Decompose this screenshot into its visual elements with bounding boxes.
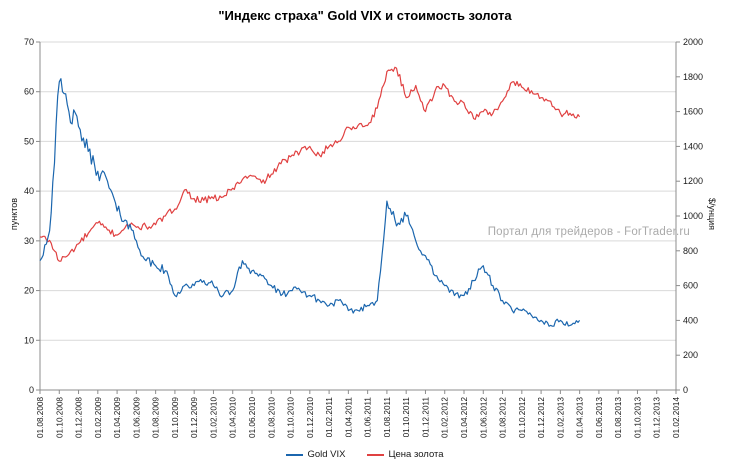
svg-text:01.10.2011: 01.10.2011 <box>402 397 411 438</box>
svg-text:70: 70 <box>24 37 34 47</box>
svg-text:2000: 2000 <box>683 37 703 47</box>
watermark: Портал для трейдеров - ForTrader.ru <box>487 226 690 238</box>
svg-text:1800: 1800 <box>683 72 703 82</box>
svg-text:20: 20 <box>24 286 34 296</box>
svg-text:0: 0 <box>29 385 34 395</box>
svg-text:01.10.2013: 01.10.2013 <box>633 397 642 438</box>
legend-label-gold-vix: Gold VIX <box>307 449 346 460</box>
svg-text:01.10.2009: 01.10.2009 <box>171 397 180 438</box>
svg-text:01.06.2011: 01.06.2011 <box>364 397 373 438</box>
svg-text:01.06.2010: 01.06.2010 <box>248 397 257 438</box>
legend-label-gold-price: Цена золота <box>388 449 444 460</box>
svg-text:01.02.2014: 01.02.2014 <box>672 397 681 438</box>
svg-text:01.12.2009: 01.12.2009 <box>190 397 199 438</box>
svg-text:01.08.2010: 01.08.2010 <box>267 397 276 438</box>
svg-text:60: 60 <box>24 87 34 97</box>
svg-text:01.06.2009: 01.06.2009 <box>132 397 141 438</box>
svg-text:01.08.2013: 01.08.2013 <box>614 397 623 438</box>
svg-text:400: 400 <box>683 315 698 325</box>
svg-text:01.02.2012: 01.02.2012 <box>441 397 450 438</box>
svg-text:1000: 1000 <box>683 211 703 221</box>
svg-text:01.04.2011: 01.04.2011 <box>344 397 353 438</box>
svg-text:01.10.2012: 01.10.2012 <box>518 397 527 438</box>
svg-text:01.02.2009: 01.02.2009 <box>94 397 103 438</box>
svg-text:01.12.2008: 01.12.2008 <box>75 397 84 438</box>
svg-text:40: 40 <box>24 186 34 196</box>
legend-item-gold-price: Цена золота <box>367 449 444 460</box>
svg-text:01.04.2010: 01.04.2010 <box>229 397 238 438</box>
svg-text:1600: 1600 <box>683 107 703 117</box>
gold-price-line-swatch <box>367 453 385 456</box>
svg-text:1400: 1400 <box>683 141 703 151</box>
svg-text:01.08.2011: 01.08.2011 <box>383 397 392 438</box>
svg-text:01.12.2011: 01.12.2011 <box>421 397 430 438</box>
svg-text:0: 0 <box>683 385 688 395</box>
svg-text:30: 30 <box>24 236 34 246</box>
svg-text:01.06.2013: 01.06.2013 <box>595 397 604 438</box>
svg-text:10: 10 <box>24 335 34 345</box>
svg-text:50: 50 <box>24 136 34 146</box>
svg-text:01.12.2012: 01.12.2012 <box>537 397 546 438</box>
left-axis-title: пунктов <box>9 197 19 231</box>
svg-text:01.04.2012: 01.04.2012 <box>460 397 469 438</box>
svg-text:1200: 1200 <box>683 176 703 186</box>
svg-text:01.10.2010: 01.10.2010 <box>287 397 296 438</box>
svg-text:01.06.2012: 01.06.2012 <box>479 397 488 438</box>
svg-text:01.04.2013: 01.04.2013 <box>576 397 585 438</box>
svg-text:01.12.2010: 01.12.2010 <box>306 397 315 438</box>
svg-text:01.12.2013: 01.12.2013 <box>653 397 662 438</box>
svg-text:01.04.2009: 01.04.2009 <box>113 397 122 438</box>
chart-title: "Индекс страха" Gold VIX и стоимость зол… <box>218 8 512 23</box>
svg-text:01.02.2011: 01.02.2011 <box>325 397 334 438</box>
svg-text:01.02.2013: 01.02.2013 <box>556 397 565 438</box>
right-axis-title: $/унция <box>707 197 717 231</box>
gold-vix-line-swatch <box>286 453 304 456</box>
svg-text:01.08.2012: 01.08.2012 <box>499 397 508 438</box>
svg-text:01.02.2010: 01.02.2010 <box>209 397 218 438</box>
chart-legend: Gold VIX Цена золота <box>0 449 730 460</box>
svg-text:600: 600 <box>683 281 698 291</box>
svg-text:800: 800 <box>683 246 698 256</box>
svg-text:200: 200 <box>683 350 698 360</box>
svg-text:01.10.2008: 01.10.2008 <box>55 397 64 438</box>
svg-text:01.08.2009: 01.08.2009 <box>152 397 161 438</box>
svg-text:01.08.2008: 01.08.2008 <box>36 397 45 438</box>
legend-item-gold-vix: Gold VIX <box>286 449 345 460</box>
